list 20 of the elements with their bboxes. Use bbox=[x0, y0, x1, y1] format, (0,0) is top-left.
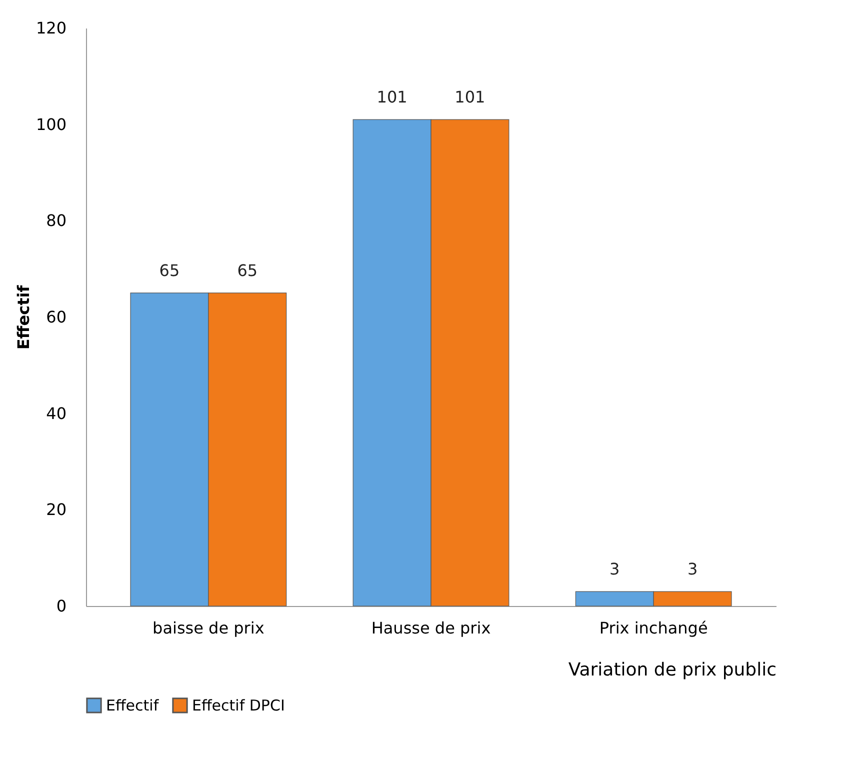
data-label: 3 bbox=[610, 560, 620, 579]
y-tick-label: 40 bbox=[46, 404, 66, 423]
data-label: 65 bbox=[159, 260, 180, 280]
y-tick-label: 120 bbox=[36, 18, 66, 38]
data-label: 101 bbox=[454, 88, 486, 107]
y-tick-label: 0 bbox=[56, 596, 66, 616]
x-tick-label: Hausse de prix bbox=[371, 618, 491, 638]
legend-label: Effectif bbox=[106, 696, 160, 714]
data-label: 3 bbox=[687, 560, 698, 579]
y-axis-title: Effectif bbox=[14, 284, 33, 350]
x-tick-label: Prix inchangé bbox=[599, 618, 708, 638]
x-axis-title: Variation de prix public bbox=[568, 660, 776, 680]
data-label: 65 bbox=[237, 260, 258, 280]
data-label: 101 bbox=[376, 88, 408, 107]
legend-label: Effectif DPCI bbox=[192, 696, 285, 714]
y-tick-label: 80 bbox=[46, 211, 66, 230]
y-tick-label: 60 bbox=[46, 308, 66, 326]
y-tick-label: 100 bbox=[36, 114, 66, 134]
x-tick-label: baisse de prix bbox=[152, 618, 264, 638]
y-tick-label: 20 bbox=[46, 500, 66, 520]
